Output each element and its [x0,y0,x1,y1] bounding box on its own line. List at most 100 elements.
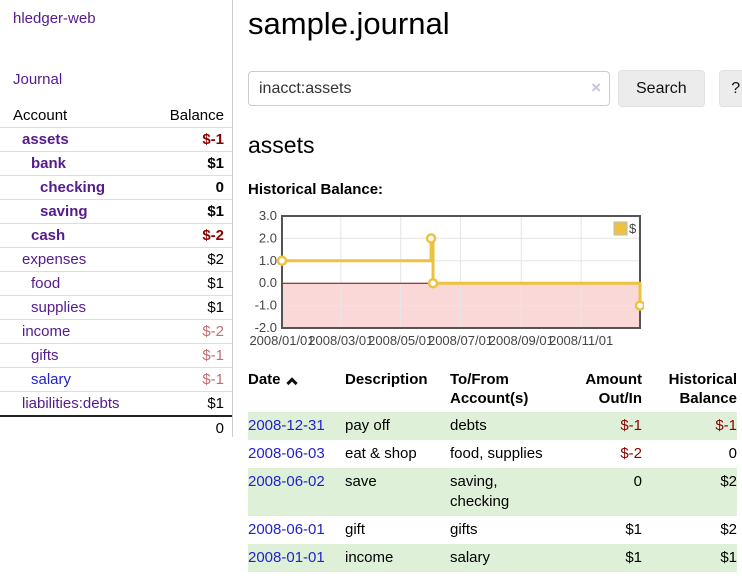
account-balance: $-1 [152,343,232,368]
transaction-date-link[interactable]: 2008-12-31 [248,417,325,434]
register-table: Date Description To/From Account(s) Amou… [248,368,737,572]
transaction-amount: $-2 [620,445,642,462]
transaction-date-link[interactable]: 2008-06-02 [248,473,325,490]
transaction-balance: 0 [728,445,737,462]
transaction-row: 2008-01-01 income salary $1 $1 [248,544,737,572]
account-link-expenses[interactable]: expenses [22,251,87,268]
accounts-table: Account Balance assets $-1 bank $1 check… [0,104,232,440]
account-row-bank: bank $1 [0,151,232,176]
account-balance: 0 [152,175,232,200]
svg-text:2008/11/01: 2008/11/01 [549,333,613,348]
account-link-assets[interactable]: assets [22,131,69,148]
clear-search-icon[interactable]: × [591,78,601,97]
svg-text:2008/07/01: 2008/07/01 [428,333,493,348]
svg-text:2008/09/01: 2008/09/01 [489,333,554,348]
account-balance: $1 [152,391,232,417]
search-input[interactable] [248,71,610,106]
search-field-wrap: × [248,71,610,106]
account-row-salary: salary $-1 [0,367,232,392]
transaction-row: 2008-06-01 gift gifts $1 $2 [248,516,737,544]
account-row-income: income $-2 [0,319,232,344]
account-link-income[interactable]: income [22,323,71,340]
account-link-supplies[interactable]: supplies [31,299,87,316]
chart-title: Historical Balance: [248,181,384,198]
account-balance: $1 [152,295,232,320]
search-form: × Search ? [248,70,742,107]
account-balance: $1 [152,199,232,224]
transaction-amount: $-1 [620,417,642,434]
svg-text:2008/03/01: 2008/03/01 [308,333,373,348]
column-header-date[interactable]: Date [248,368,345,412]
account-row-checking: checking 0 [0,175,232,200]
transaction-date-link[interactable]: 2008-06-01 [248,521,325,538]
account-row-assets: assets $-1 [0,127,232,152]
transaction-row: 2008-12-31 pay off debts $-1 $-1 [248,412,737,440]
main-content: sample.journal × Search ? assets Histori… [233,0,742,572]
account-link-gifts[interactable]: gifts [31,347,59,364]
help-button[interactable]: ? [718,70,742,107]
page-title: sample.journal [248,6,450,41]
sidebar: hledger-web Journal Account Balance asse… [0,0,233,440]
transaction-balance: $2 [720,521,737,538]
accounts-total-row: 0 [0,415,232,440]
sidebar-item-journal[interactable]: Journal [13,71,63,88]
transaction-accounts: salary [450,549,491,566]
transaction-description: gift [345,521,366,538]
transaction-accounts: debts [450,417,487,434]
svg-text:2008/05/01: 2008/05/01 [368,333,433,348]
accounts-header-account: Account [0,104,153,128]
account-balance: $1 [152,151,232,176]
transaction-amount: 0 [633,473,642,490]
column-header-amount: Amount Out/In [585,371,642,407]
account-row-saving: saving $1 [0,199,232,224]
accounts-header-row: Account Balance [0,104,232,128]
svg-text:$: $ [629,221,637,236]
transaction-balance: $-1 [715,417,737,434]
account-balance: $1 [152,271,232,296]
account-link-food[interactable]: food [31,275,61,292]
account-link-bank[interactable]: bank [31,155,67,172]
svg-text:-1.0: -1.0 [255,298,277,313]
transaction-date-link[interactable]: 2008-06-03 [248,445,325,462]
column-header-description: Description [345,371,428,388]
svg-text:2.0: 2.0 [259,230,277,245]
account-balance: $-2 [152,223,232,248]
transaction-accounts: food, supplies [450,445,543,462]
account-row-liabilities-debts: liabilities:debts $1 [0,391,232,417]
transaction-description: save [345,473,377,490]
account-link-liabilities-debts[interactable]: liabilities:debts [22,395,120,412]
accounts-total: 0 [152,415,232,440]
account-heading: assets [248,132,315,158]
transaction-balance: $2 [720,473,737,490]
account-balance: $2 [152,247,232,272]
transaction-date-link[interactable]: 2008-01-01 [248,549,325,566]
historical-balance-chart: $ -2.0 -1.0 0.0 1.0 2.0 3.0 2008/01/01 2008/03/0… [248,206,742,352]
account-link-saving[interactable]: saving [40,203,88,220]
account-balance: $-1 [152,367,232,392]
account-balance: $-2 [152,319,232,344]
transaction-accounts: gifts [450,521,478,538]
transaction-row: 2008-06-03 eat & shop food, supplies $-2… [248,440,737,468]
svg-text:1.0: 1.0 [259,253,277,268]
balance-step-chart: $ -2.0 -1.0 0.0 1.0 2.0 3.0 2008/01/012008/03/0… [249,208,644,348]
brand-link[interactable]: hledger-web [13,10,96,27]
transaction-accounts: saving, checking [450,473,510,510]
svg-text:0.0: 0.0 [259,275,277,290]
svg-text:2008/01/01: 2008/01/01 [249,333,314,348]
transaction-amount: $1 [625,549,642,566]
search-button[interactable]: Search [618,70,705,107]
account-row-food: food $1 [0,271,232,296]
account-link-checking[interactable]: checking [40,179,106,196]
account-row-gifts: gifts $-1 [0,343,232,368]
account-row-expenses: expenses $2 [0,247,232,272]
svg-text:3.0: 3.0 [259,208,277,223]
account-link-salary[interactable]: salary [31,371,72,388]
column-header-accounts: To/From Account(s) [450,371,529,407]
transaction-balance: $1 [720,549,737,566]
account-link-cash[interactable]: cash [31,227,66,244]
accounts-header-balance: Balance [152,104,232,128]
transaction-description: income [345,549,394,566]
transaction-description: eat & shop [345,445,417,462]
column-header-balance: Historical Balance [668,371,737,407]
